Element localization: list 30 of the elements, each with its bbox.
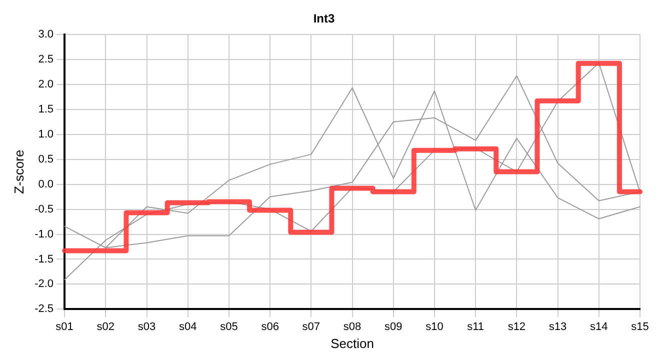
x-tick-label: s15 (631, 320, 649, 333)
y-tick-label: -2.0 (34, 278, 54, 290)
y-tick-label: -1.0 (34, 228, 54, 240)
x-tick-label: s01 (56, 320, 74, 333)
x-tick-label: s08 (343, 320, 362, 333)
y-tick-label: -1.5 (34, 253, 54, 266)
y-tick-label: 2.0 (38, 78, 54, 90)
y-tick-label: -2.5 (34, 303, 54, 316)
x-tick-label: s07 (302, 320, 320, 333)
x-tick-label: s14 (590, 320, 608, 333)
x-tick-label: s02 (96, 320, 115, 333)
x-tick-label: s10 (426, 320, 444, 333)
y-tick-label: 3.0 (38, 28, 54, 40)
y-tick-label: -0.5 (34, 203, 54, 216)
x-tick-label: s04 (178, 320, 197, 333)
y-tick-label: 0.5 (38, 153, 54, 166)
y-tick-label: 1.0 (38, 128, 54, 140)
y-tick-label: 2.5 (38, 53, 54, 66)
x-tick-label: s06 (261, 320, 279, 333)
y-tick-label: 1.5 (38, 103, 54, 116)
x-tick-label: s09 (384, 320, 402, 333)
x-tick-label: s11 (467, 320, 484, 333)
x-tick-label: s05 (220, 320, 238, 333)
y-axis-title: Z-score (11, 150, 26, 194)
chart-title: Int3 (313, 12, 335, 26)
y-tick-label: 0.0 (38, 178, 54, 190)
x-axis-title: Section (330, 336, 374, 351)
x-tick-label: s12 (508, 320, 526, 333)
x-tick-label: s03 (138, 320, 156, 333)
x-tick-label: s13 (548, 320, 567, 333)
